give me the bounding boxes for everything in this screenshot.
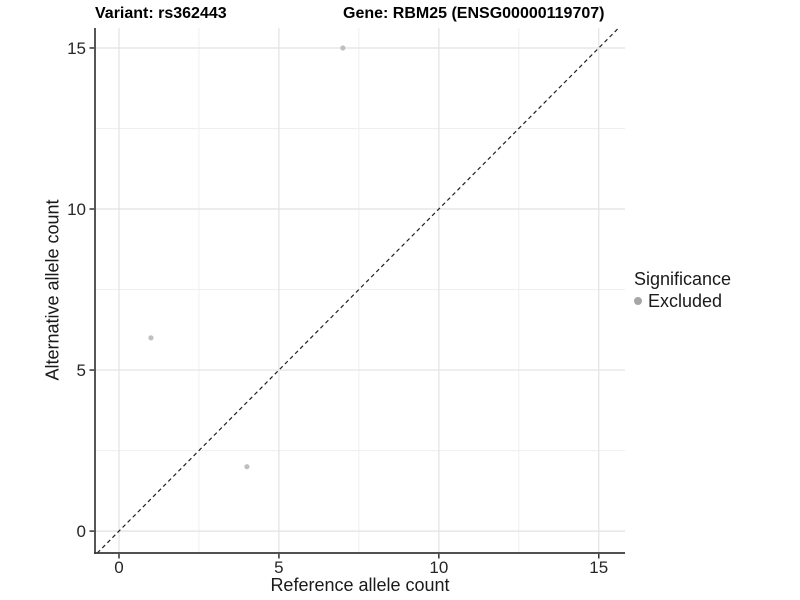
plot-title-gene: Gene: RBM25 (ENSG00000119707)	[343, 5, 605, 22]
x-tick-label: 10	[429, 558, 448, 577]
y-tick-label: 15	[67, 39, 86, 58]
y-tick-label: 5	[77, 361, 86, 380]
data-point[interactable]	[244, 464, 250, 470]
y-tick-label: 10	[67, 200, 86, 219]
x-tick-label: 0	[114, 558, 123, 577]
identity-dashed-line	[96, 27, 620, 554]
legend-point-icon	[634, 297, 642, 305]
legend-item-label: Excluded	[648, 291, 723, 311]
legend: Significance Excluded	[634, 268, 731, 312]
x-axis-label: Reference allele count	[270, 575, 450, 595]
legend-item-excluded[interactable]: Excluded	[634, 290, 731, 312]
legend-title: Significance	[634, 269, 732, 289]
plot-title-variant: Variant: rs362443	[95, 5, 227, 22]
data-point[interactable]	[148, 335, 154, 341]
y-tick-label: 0	[77, 522, 86, 541]
x-tick-label: 5	[274, 558, 283, 577]
x-tick-label: 15	[589, 558, 608, 577]
data-point[interactable]	[340, 45, 346, 51]
